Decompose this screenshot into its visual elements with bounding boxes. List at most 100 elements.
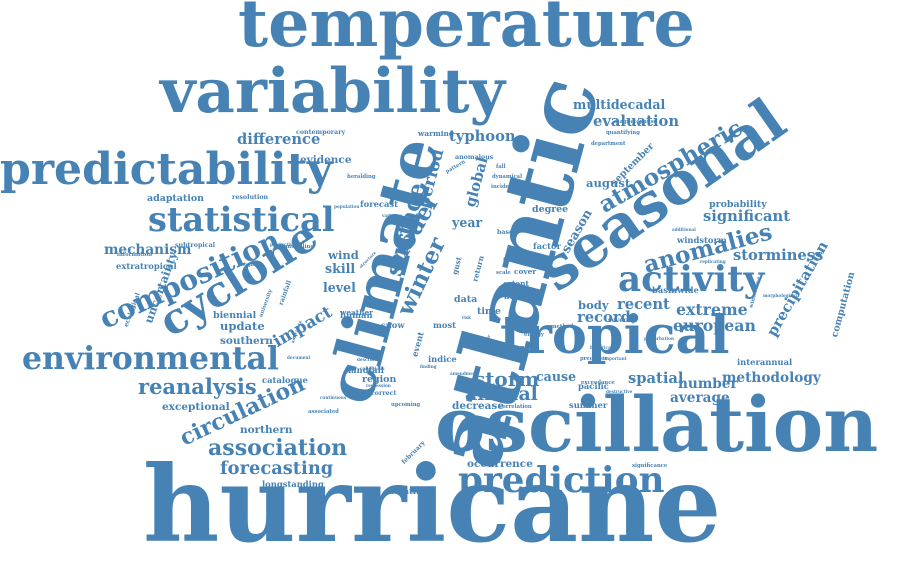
cloud-word: landfalling	[282, 244, 315, 250]
cloud-word: average	[670, 390, 730, 406]
cloud-word: significance	[632, 463, 668, 469]
cloud-word: indice	[428, 354, 457, 364]
cloud-word: degree	[532, 204, 569, 215]
cloud-word: number	[678, 376, 738, 392]
cloud-word: quantifying	[606, 130, 640, 136]
cloud-word: cause	[536, 369, 577, 384]
cloud-word: level	[323, 280, 356, 295]
cloud-word: update	[220, 319, 265, 333]
cloud-word: association	[208, 435, 348, 461]
cloud-word: spatial	[628, 370, 684, 387]
cloud-word: northern	[240, 424, 293, 436]
cloud-word: extratropical	[116, 261, 177, 271]
cloud-word: risk	[462, 315, 472, 320]
cloud-word: exceedance	[581, 380, 615, 386]
cloud-word: temperature	[238, 0, 695, 62]
cloud-word: landfall	[348, 365, 384, 375]
cloud-word: field	[504, 292, 522, 301]
cloud-word: subtropical	[175, 242, 216, 249]
cloud-word: skill	[325, 261, 356, 276]
cloud-word: most	[433, 320, 457, 330]
cloud-word: annual	[465, 383, 538, 405]
cloud-word: heralding	[347, 174, 376, 180]
cloud-word: correlation	[499, 404, 532, 410]
cloud-word: associated	[308, 409, 339, 415]
cloud-word: environmental	[22, 340, 279, 377]
cloud-word: method	[551, 324, 574, 330]
cloud-word: productivity	[270, 242, 299, 247]
cloud-word: summer	[569, 400, 608, 410]
cloud-word: amendment	[450, 371, 478, 376]
cloud-word: pacific	[578, 381, 609, 391]
cloud-word: variability	[160, 56, 505, 127]
cloud-word: dynamical	[492, 174, 523, 180]
cloud-word: volatility	[390, 486, 432, 496]
cloud-word: mechanism	[104, 242, 192, 258]
cloud-word: variance	[382, 213, 402, 218]
cloud-word: contemporary	[296, 129, 346, 136]
cloud-word: magnetopause	[614, 119, 657, 125]
cloud-word: multidecadal	[573, 97, 666, 112]
cloud-word: reanalysis	[138, 374, 257, 399]
cloud-word: snow	[381, 320, 405, 330]
cloud-word: upcoming	[391, 402, 421, 408]
cloud-word: scale	[496, 270, 511, 276]
cloud-word: southern	[220, 335, 273, 347]
cloud-word: university	[258, 288, 274, 319]
cloud-word: regression	[366, 383, 391, 388]
cloud-word: prediction	[458, 459, 665, 501]
cloud-word: energy	[524, 332, 544, 338]
cloud-word: anomalous	[455, 154, 494, 161]
cloud-word: perturbation	[644, 336, 674, 341]
cloud-word: year	[452, 215, 483, 230]
cloud-word: population	[334, 204, 360, 209]
cloud-word: department	[591, 141, 626, 147]
cloud-word: continuous	[320, 395, 347, 400]
cloud-word: document	[287, 355, 311, 360]
cloud-word: europe	[503, 254, 540, 265]
cloud-word: transfer	[545, 195, 564, 200]
cloud-word: oscillation	[435, 380, 879, 469]
cloud-word: factor	[533, 241, 561, 251]
cloud-word: decrease	[452, 400, 505, 412]
cloud-word: methodology	[722, 370, 821, 386]
cloud-word: rainfall	[277, 279, 294, 307]
cloud-word: extent	[503, 279, 529, 288]
cloud-word: computation	[829, 270, 858, 339]
cloud-word: basinwide	[652, 285, 699, 295]
cloud-word: european	[673, 316, 756, 335]
cloud-word: typhoon	[449, 128, 516, 145]
cloud-word: body	[578, 298, 609, 312]
cloud-word: catalogue	[262, 375, 308, 385]
cloud-word: recent	[617, 296, 670, 313]
cloud-word: based	[497, 229, 518, 236]
cloud-word: activity	[618, 258, 765, 300]
cloud-word: storm	[474, 367, 540, 391]
cloud-word: storminess	[733, 247, 824, 264]
cloud-word: windstorm	[677, 235, 727, 245]
cloud-word: evaluation	[593, 113, 680, 130]
cloud-word: replicating	[700, 259, 726, 264]
cloud-word: time	[477, 306, 501, 317]
cloud-word: finding	[420, 364, 437, 369]
cloud-word: incorrect	[364, 390, 397, 397]
cloud-word: adaptation	[147, 193, 205, 204]
cloud-word: historical	[590, 345, 613, 350]
cloud-word: human	[340, 310, 373, 320]
cloud-word: evidence	[300, 154, 352, 166]
cloud-word: forecast	[360, 199, 399, 209]
cloud-word: probability	[709, 199, 767, 210]
cloud-word: incidence	[491, 184, 520, 190]
cloud-word: occurrence	[467, 458, 533, 470]
cloud-word: severity	[608, 317, 636, 324]
cloud-word: tropical	[500, 305, 730, 366]
cloud-word: forecasting	[220, 458, 334, 479]
cloud-word: biennial	[213, 310, 257, 321]
cloud-word: weather	[340, 308, 374, 317]
cloud-word: event	[409, 330, 426, 358]
cloud-word: conditions	[360, 366, 385, 371]
cloud-word: resolution	[232, 194, 269, 201]
cloud-word: destructive	[606, 389, 633, 394]
cloud-word: record	[577, 309, 631, 326]
